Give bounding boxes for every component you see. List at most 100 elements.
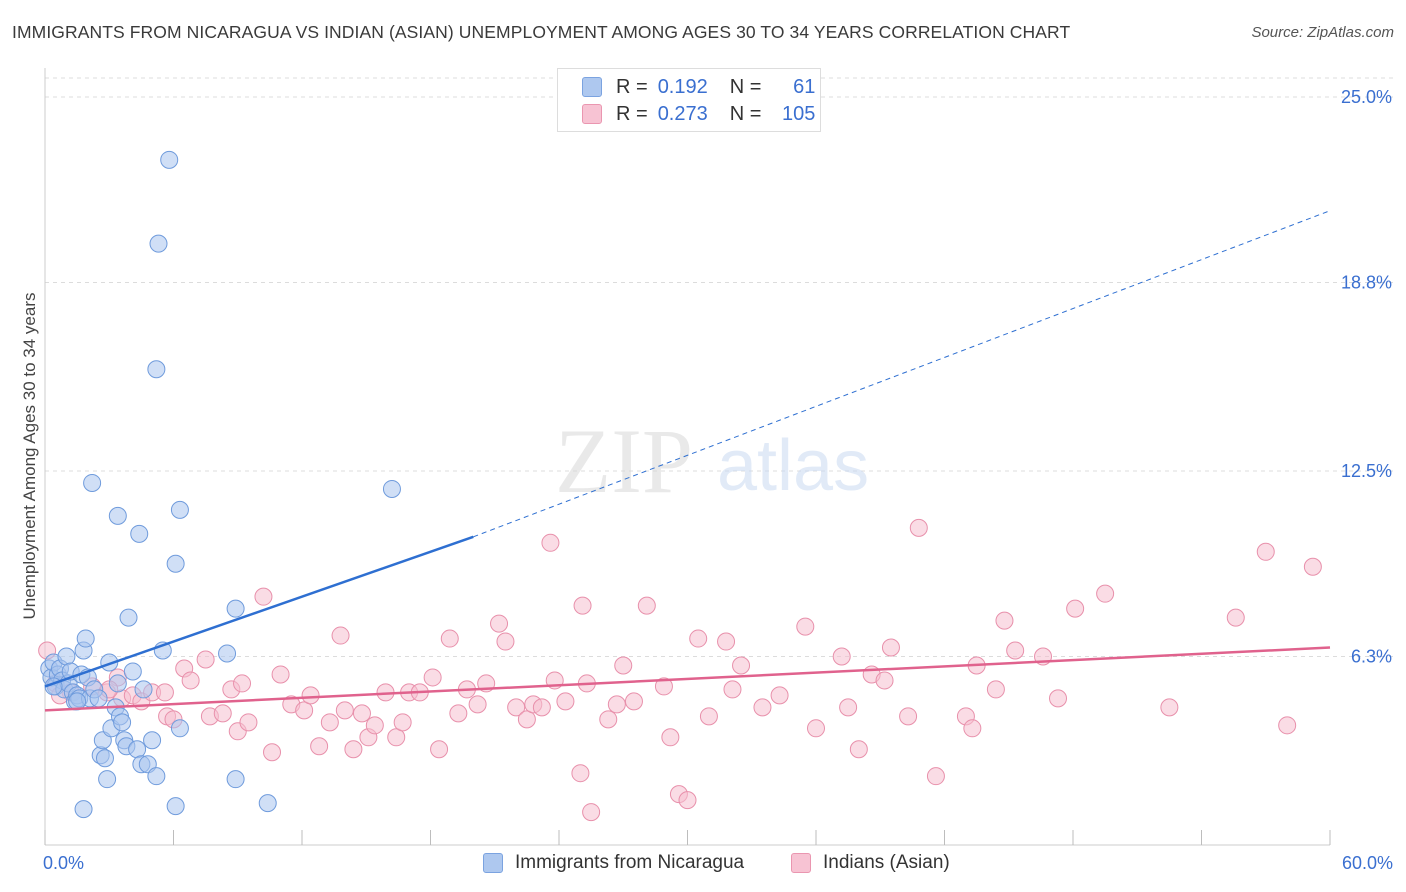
- data-point-indian: [832, 647, 851, 666]
- data-point-indian: [986, 680, 1005, 699]
- correlation-legend: R = 0.192 N = 61 R = 0.273 N = 105: [557, 68, 821, 132]
- data-point-indian: [490, 614, 509, 633]
- data-point-indian: [155, 683, 174, 702]
- data-point-nicaragua: [76, 629, 95, 648]
- data-point-indian: [607, 695, 626, 714]
- legend-row-nicaragua: R = 0.192 N = 61: [582, 75, 815, 99]
- data-point-nicaragua: [128, 740, 147, 759]
- data-point-indian: [393, 713, 412, 732]
- y-tick-label: 25.0%: [1341, 87, 1392, 107]
- data-point-indian: [430, 740, 449, 759]
- data-point-indian: [875, 671, 894, 690]
- watermark-zip: ZIP: [555, 410, 693, 512]
- data-point-indian: [310, 737, 329, 756]
- data-point-indian: [573, 596, 592, 615]
- data-point-indian: [423, 668, 442, 687]
- data-point-nicaragua: [258, 794, 277, 813]
- data-point-nicaragua: [108, 506, 127, 525]
- gridlines: [45, 77, 1395, 658]
- r-label: R =: [616, 75, 648, 98]
- data-point-nicaragua: [143, 731, 162, 750]
- data-point-indian: [365, 716, 384, 735]
- data-point-indian: [839, 698, 858, 717]
- data-point-nicaragua: [119, 608, 138, 627]
- data-point-nicaragua: [147, 767, 166, 786]
- legend-item-indian: Indians (Asian): [791, 852, 950, 874]
- r-value: 0.192: [657, 75, 708, 98]
- data-point-nicaragua: [95, 749, 114, 768]
- data-point-indian: [352, 704, 371, 723]
- data-point-indian: [468, 695, 487, 714]
- data-point-nicaragua: [74, 800, 93, 819]
- data-point-indian: [1066, 599, 1085, 618]
- legend-swatch-pink: [791, 853, 811, 873]
- trend-line-nicaragua-extension: [473, 210, 1331, 538]
- data-point-indian: [271, 665, 290, 684]
- data-point-nicaragua: [149, 234, 168, 253]
- y-tick-label: 12.5%: [1341, 461, 1392, 481]
- data-point-indian: [295, 701, 314, 720]
- data-point-indian: [723, 680, 742, 699]
- data-point-nicaragua: [113, 713, 132, 732]
- data-point-indian: [181, 671, 200, 690]
- data-point-indian: [331, 626, 350, 645]
- data-point-nicaragua: [226, 770, 245, 789]
- n-value: 105: [782, 102, 816, 125]
- data-point-indian: [1303, 557, 1322, 576]
- data-point-indian: [532, 698, 551, 717]
- data-point-indian: [517, 710, 536, 729]
- x-tick-label: 0.0%: [43, 853, 84, 873]
- data-point-indian: [301, 686, 320, 705]
- data-point-indian: [1160, 698, 1179, 717]
- n-label: N =: [729, 75, 762, 98]
- data-point-indian: [995, 611, 1014, 630]
- y-tick-label: 18.8%: [1341, 273, 1392, 293]
- trend-lines: [44, 210, 1331, 712]
- data-point-indian: [1256, 542, 1275, 561]
- r-value: 0.273: [657, 102, 708, 125]
- data-point-indian: [344, 740, 363, 759]
- data-point-indian: [881, 638, 900, 657]
- r-label: R =: [616, 102, 648, 125]
- legend-label: Indians (Asian): [823, 852, 950, 873]
- x-tick-label: 60.0%: [1342, 853, 1393, 873]
- data-point-indian: [637, 596, 656, 615]
- series-legend: Immigrants from Nicaragua Indians (Asian…: [0, 852, 1406, 878]
- data-point-indian: [496, 632, 515, 651]
- legend-swatch-pink: [582, 104, 602, 124]
- data-point-indian: [796, 617, 815, 636]
- data-point-indian: [926, 767, 945, 786]
- data-point-indian: [440, 629, 459, 648]
- data-point-nicaragua: [382, 479, 401, 498]
- data-point-indian: [507, 698, 526, 717]
- data-point-nicaragua: [170, 500, 189, 519]
- data-point-indian: [582, 803, 601, 822]
- data-point-indian: [807, 719, 825, 738]
- data-point-indian: [263, 743, 282, 762]
- data-point-indian: [1226, 608, 1245, 627]
- n-value: 61: [793, 75, 816, 98]
- data-point-nicaragua: [134, 680, 153, 699]
- data-point-indian: [233, 674, 252, 693]
- data-point-indian: [661, 728, 680, 747]
- data-point-indian: [770, 686, 789, 705]
- data-point-indian: [732, 656, 751, 675]
- data-point-nicaragua: [83, 473, 102, 492]
- data-point-nicaragua: [89, 689, 108, 708]
- data-point-indian: [654, 677, 673, 696]
- data-point-nicaragua: [160, 150, 179, 169]
- y-tick-label: 6.3%: [1351, 647, 1392, 667]
- data-point-indian: [1049, 689, 1068, 708]
- legend-label: Immigrants from Nicaragua: [515, 852, 745, 873]
- data-point-indian: [849, 740, 868, 759]
- legend-row-indian: R = 0.273 N = 105: [582, 102, 815, 126]
- watermark-atlas: atlas: [717, 426, 869, 506]
- data-point-indian: [599, 710, 618, 729]
- data-point-indian: [556, 692, 575, 711]
- n-label: N =: [729, 102, 762, 125]
- data-point-indian: [689, 629, 708, 648]
- data-point-indian: [614, 656, 633, 675]
- data-point-indian: [254, 587, 273, 606]
- data-point-nicaragua: [170, 719, 189, 738]
